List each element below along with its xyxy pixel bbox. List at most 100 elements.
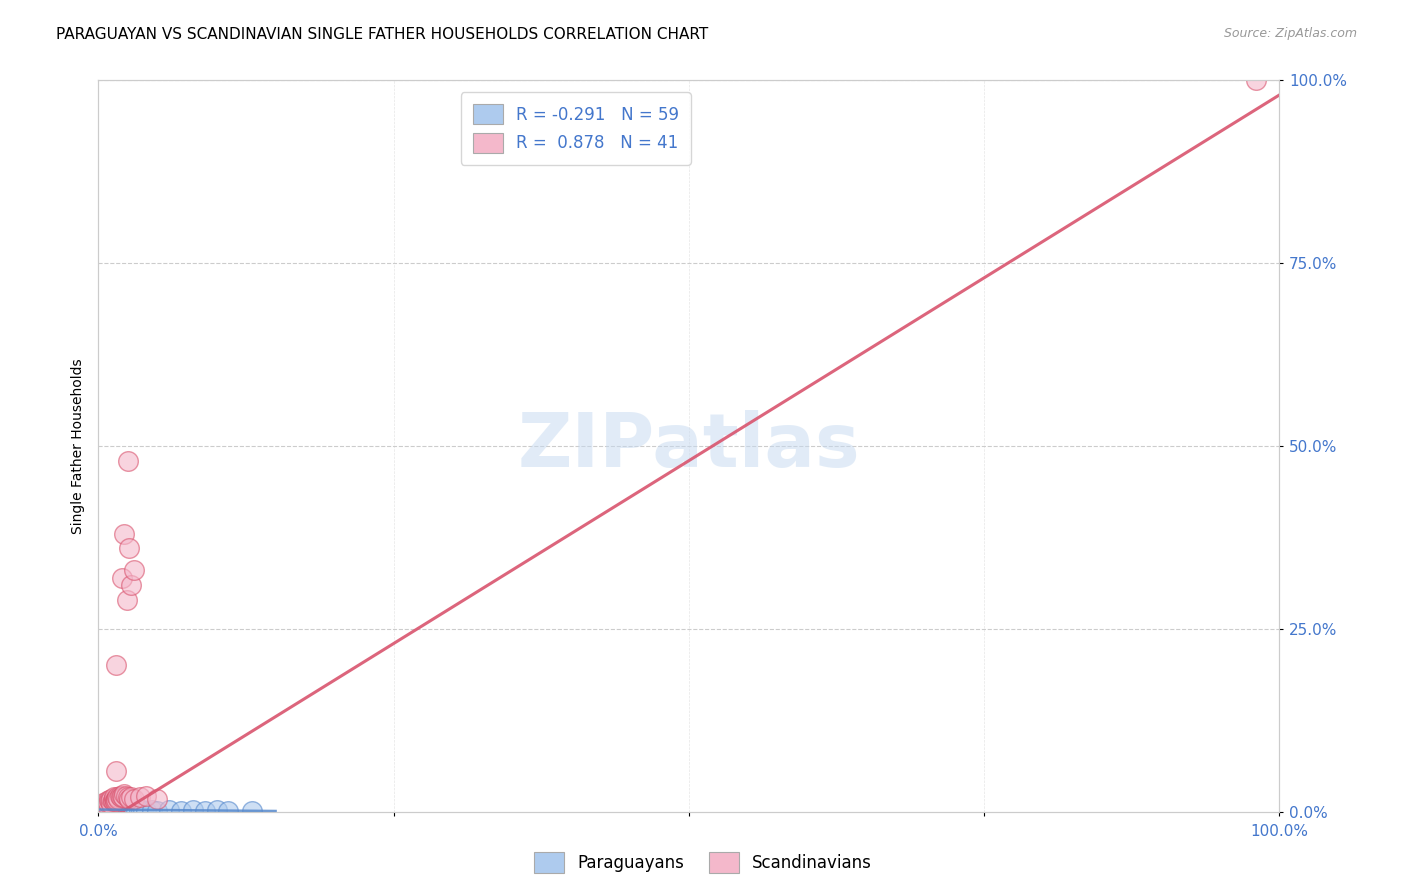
- Point: [93, 803, 115, 817]
- Point: [107, 803, 129, 817]
- Point: [104, 804, 127, 818]
- Point: [121, 578, 143, 592]
- Point: [101, 803, 124, 817]
- Point: [107, 791, 129, 805]
- Point: [104, 793, 127, 807]
- Point: [117, 803, 139, 817]
- Legend: Paraguayans, Scandinavians: Paraguayans, Scandinavians: [527, 846, 879, 880]
- Point: [96, 795, 118, 809]
- Point: [98, 804, 121, 818]
- Point: [132, 803, 155, 817]
- Point: [114, 789, 136, 803]
- Point: [98, 795, 121, 809]
- Point: [105, 658, 128, 673]
- Point: [104, 803, 127, 817]
- Y-axis label: Single Father Households: Single Father Households: [72, 359, 86, 533]
- Point: [129, 804, 152, 818]
- Point: [105, 803, 128, 817]
- Point: [91, 796, 114, 810]
- Point: [112, 526, 135, 541]
- Point: [96, 804, 118, 818]
- Point: [128, 790, 150, 805]
- Point: [105, 791, 128, 805]
- Point: [114, 804, 136, 818]
- Point: [97, 804, 120, 818]
- Point: [181, 803, 204, 817]
- Point: [97, 803, 120, 817]
- Point: [105, 793, 128, 807]
- Point: [125, 804, 148, 818]
- Point: [115, 592, 138, 607]
- Point: [146, 804, 169, 818]
- Point: [135, 804, 157, 818]
- Point: [105, 803, 128, 817]
- Point: [121, 803, 143, 817]
- Point: [108, 804, 131, 818]
- Point: [101, 793, 124, 807]
- Point: [105, 804, 128, 818]
- Point: [103, 790, 125, 805]
- Point: [135, 789, 157, 803]
- Point: [91, 804, 114, 818]
- Text: PARAGUAYAN VS SCANDINAVIAN SINGLE FATHER HOUSEHOLDS CORRELATION CHART: PARAGUAYAN VS SCANDINAVIAN SINGLE FATHER…: [56, 27, 709, 42]
- Point: [122, 791, 145, 805]
- Point: [112, 790, 135, 805]
- Point: [94, 797, 117, 812]
- Point: [94, 803, 117, 817]
- Point: [108, 803, 131, 817]
- Point: [98, 803, 121, 817]
- Point: [103, 804, 125, 818]
- Point: [141, 803, 163, 817]
- Point: [122, 563, 145, 577]
- Point: [96, 802, 118, 816]
- Point: [91, 803, 114, 817]
- Point: [112, 803, 135, 817]
- Point: [121, 804, 143, 818]
- Point: [91, 803, 114, 817]
- Point: [112, 803, 135, 817]
- Point: [121, 790, 143, 805]
- Point: [170, 804, 193, 818]
- Point: [98, 793, 121, 807]
- Point: [110, 803, 132, 817]
- Legend: R = -0.291   N = 59, R =  0.878   N = 41: R = -0.291 N = 59, R = 0.878 N = 41: [461, 92, 690, 165]
- Point: [101, 795, 124, 809]
- Point: [103, 802, 125, 816]
- Point: [112, 787, 135, 801]
- Point: [157, 803, 180, 817]
- Point: [146, 791, 169, 805]
- Point: [118, 804, 141, 818]
- Point: [105, 803, 128, 817]
- Point: [115, 803, 138, 817]
- Point: [117, 453, 139, 467]
- Point: [205, 803, 228, 817]
- Point: [98, 803, 121, 817]
- Point: [104, 795, 127, 809]
- Point: [117, 790, 139, 805]
- Point: [110, 790, 132, 805]
- Point: [217, 804, 239, 818]
- Point: [90, 804, 112, 818]
- Point: [1244, 73, 1267, 87]
- Point: [111, 804, 134, 818]
- Point: [89, 803, 111, 817]
- Text: ZIPatlas: ZIPatlas: [517, 409, 860, 483]
- Point: [98, 803, 121, 817]
- Point: [94, 803, 117, 817]
- Point: [105, 764, 128, 779]
- Point: [108, 789, 131, 803]
- Point: [194, 804, 217, 818]
- Point: [240, 804, 263, 818]
- Point: [91, 803, 114, 817]
- Point: [105, 790, 128, 805]
- Point: [128, 803, 150, 817]
- Point: [100, 803, 122, 817]
- Point: [118, 541, 141, 556]
- Point: [101, 803, 124, 817]
- Point: [111, 789, 134, 803]
- Point: [100, 804, 122, 818]
- Point: [120, 803, 142, 817]
- Point: [100, 797, 122, 812]
- Point: [100, 791, 122, 805]
- Point: [103, 791, 125, 805]
